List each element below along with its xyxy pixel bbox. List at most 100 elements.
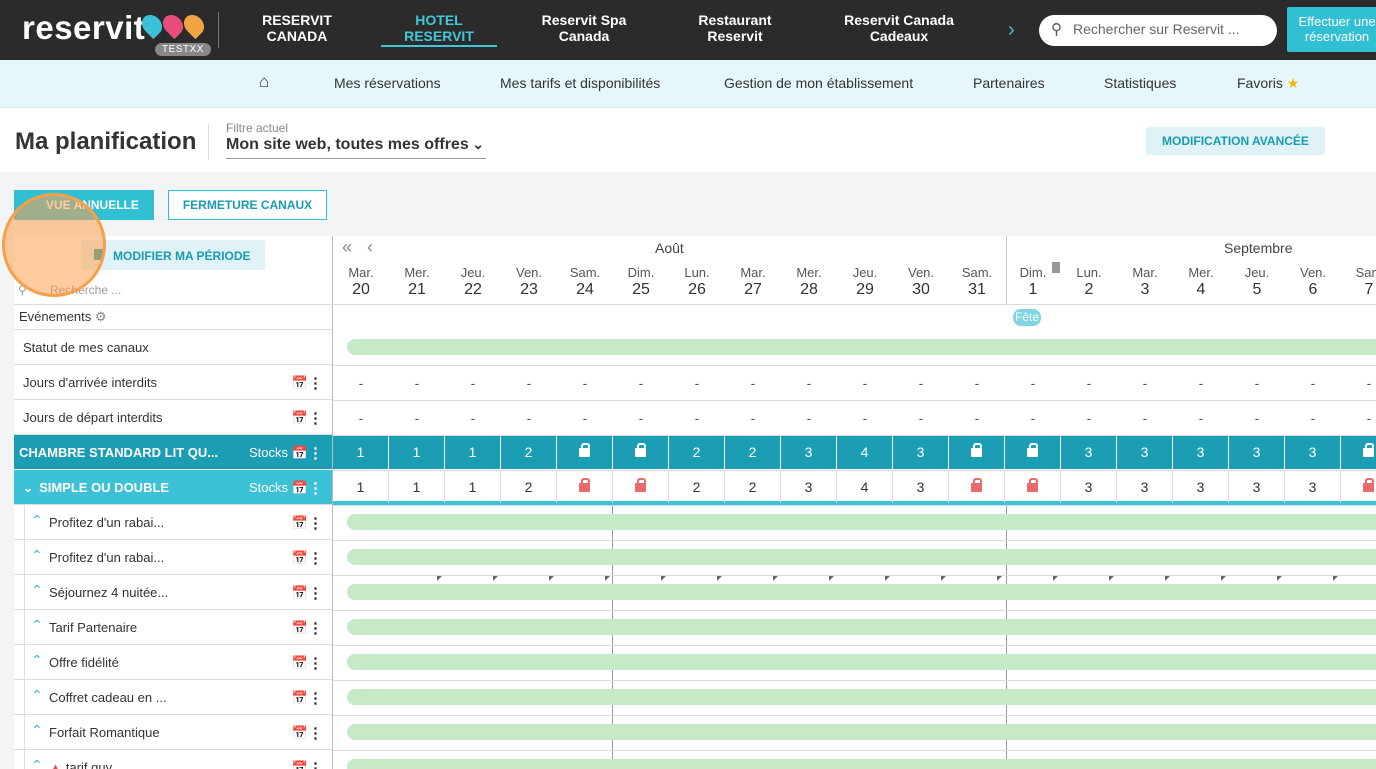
availability-bar[interactable] [347,619,1376,635]
stock-cell[interactable]: 3 [781,470,837,505]
day-header[interactable]: Mer. 4 [1188,265,1214,298]
stock-cell[interactable] [613,470,669,505]
offer-row-label[interactable]: ⌃ Coffret cadeau en ... 📅 ⋮ [14,680,332,715]
day-header[interactable]: Mar. 27 [740,265,766,298]
day-header[interactable]: Dim. 25 [627,265,655,298]
availability-bar[interactable] [347,549,1376,565]
day-header[interactable]: Sam7 [1355,265,1376,298]
stock-cell[interactable]: 2 [725,435,781,470]
offer-row-label[interactable]: ⌃ ▲ tarif guy 📅 ⋮ [14,750,332,769]
room-type-row[interactable]: CHAMBRE STANDARD LIT QU... Stocks 📅 ⋮ [14,435,332,470]
restriction-cell[interactable]: - [806,375,812,391]
more-icon[interactable]: ⋮ [308,410,323,427]
day-header[interactable]: Ven. 23 [515,265,543,298]
chevron-left-icon[interactable]: ‹ [367,237,373,257]
stock-cell[interactable]: 4 [837,470,893,505]
filter-select[interactable]: Mon site web, toutes mes offres ⌄ [226,136,486,159]
restriction-cell[interactable]: - [358,375,364,391]
calendar-icon[interactable]: 📅 [291,690,308,705]
close-channels-button[interactable]: FERMETURE CANAUX [168,190,327,220]
stock-cell[interactable] [1341,435,1376,470]
availability-bar[interactable] [347,339,1376,355]
restriction-cell[interactable]: - [1198,410,1204,426]
restriction-cell[interactable]: - [862,410,868,426]
stock-cell[interactable]: 2 [669,435,725,470]
offer-row-label[interactable]: ⌃ Profitez d'un rabai... 📅 ⋮ [14,505,332,540]
stock-cell[interactable]: 1 [389,470,445,505]
stock-cell[interactable]: 3 [1229,470,1285,505]
more-icon[interactable]: ⋮ [308,725,323,742]
stock-cell[interactable]: 1 [389,435,445,470]
nav-partenaires[interactable]: Partenaires [973,75,1045,91]
day-header[interactable]: Mar. 3 [1132,265,1158,298]
restriction-cell[interactable]: - [638,375,644,391]
restriction-cell[interactable]: - [1086,410,1092,426]
grid-search-input[interactable]: ⚲ Recherche ... [18,283,122,297]
stock-cell[interactable]: 3 [1173,435,1229,470]
more-icon[interactable]: ⋮ [308,445,323,462]
stock-cell[interactable]: 3 [1061,435,1117,470]
stock-cell[interactable] [949,470,1005,505]
restriction-cell[interactable]: - [1030,410,1036,426]
stock-cell[interactable]: 3 [893,470,949,505]
room-subtype-row[interactable]: ⌄ SIMPLE OU DOUBLE Stocks 📅 ⋮ [14,470,332,505]
day-header[interactable]: Jeu. 29 [852,265,878,298]
calendar-icon[interactable]: 📅 [291,585,308,600]
stock-cell[interactable] [949,435,1005,470]
restriction-cell[interactable]: - [414,410,420,426]
calendar-icon[interactable]: 📅 [291,655,308,670]
stock-cell[interactable]: 3 [1117,435,1173,470]
reservit-logo[interactable]: reservit [22,9,146,46]
stock-cell[interactable]: 2 [669,470,725,505]
restriction-cell[interactable]: - [1198,375,1204,391]
restriction-cell[interactable]: - [1254,375,1260,391]
event-pill[interactable]: Fête [1013,309,1041,326]
home-icon[interactable]: ⌂ [259,72,270,91]
restriction-cell[interactable]: - [918,375,924,391]
day-header[interactable]: Jeu. 22 [460,265,486,298]
restriction-cell[interactable]: - [1142,410,1148,426]
more-icon[interactable]: ⋮ [308,375,323,392]
restriction-cell[interactable]: - [1366,375,1372,391]
restriction-cell[interactable]: - [1310,375,1316,391]
stock-cell[interactable]: 1 [333,435,389,470]
gear-icon[interactable]: ⚙ [94,309,107,324]
offer-row-label[interactable]: ⌃ Profitez d'un rabai... 📅 ⋮ [14,540,332,575]
stock-cell[interactable]: 3 [1229,435,1285,470]
restriction-cell[interactable]: - [750,375,756,391]
more-icon[interactable]: ⋮ [308,655,323,672]
restriction-cell[interactable]: - [582,410,588,426]
stock-cell[interactable]: 3 [1117,470,1173,505]
stock-cell[interactable]: 2 [501,435,557,470]
bookmark-icon[interactable] [1052,262,1060,273]
availability-bar[interactable] [347,689,1376,705]
offer-row-label[interactable]: ⌃ Tarif Partenaire 📅 ⋮ [14,610,332,645]
nav-favoris[interactable]: Favoris ★ [1237,75,1300,91]
stock-cell[interactable]: 4 [837,435,893,470]
offer-row-label[interactable]: ⌃ Forfait Romantique 📅 ⋮ [14,715,332,750]
day-header[interactable]: Ven. 30 [907,265,935,298]
tab-restaurant[interactable]: Restaurant Reservit [698,12,772,44]
availability-bar[interactable] [347,654,1376,670]
double-chevron-left-icon[interactable]: « [342,237,353,257]
more-icon[interactable]: ⋮ [308,620,323,637]
restriction-cell[interactable]: - [1142,375,1148,391]
advanced-edit-button[interactable]: MODIFICATION AVANCÉE [1146,127,1325,155]
more-icon[interactable]: ⋮ [308,515,323,532]
restriction-cell[interactable]: - [974,410,980,426]
calendar-icon[interactable]: 📅 [291,620,308,635]
day-header[interactable]: Jeu. 5 [1244,265,1270,298]
restriction-cell[interactable]: - [526,410,532,426]
day-header[interactable]: Mer. 21 [404,265,430,298]
calendar-icon[interactable]: 📅 [291,760,308,769]
nav-gestion[interactable]: Gestion de mon établissement [724,75,914,91]
more-icon[interactable]: ⋮ [308,585,323,602]
stock-cell[interactable] [1005,470,1061,505]
day-header[interactable]: Mer. 28 [796,265,822,298]
more-icon[interactable]: ⋮ [308,760,323,769]
stock-cell[interactable]: 2 [501,470,557,505]
restriction-cell[interactable]: - [638,410,644,426]
restriction-cell[interactable]: - [918,410,924,426]
more-icon[interactable]: ⋮ [308,480,323,497]
calendar-icon[interactable]: 📅 [291,480,308,495]
